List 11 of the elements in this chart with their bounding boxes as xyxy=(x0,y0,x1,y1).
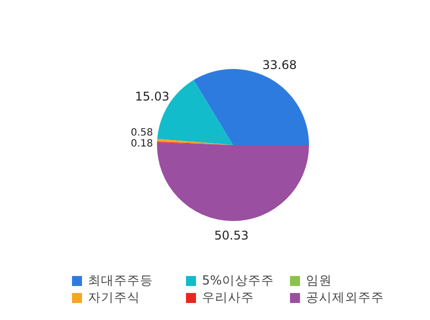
legend-label: 5%이상주주 xyxy=(202,272,274,288)
legend-label: 자기주식 xyxy=(88,289,140,304)
legend-label: 우리사주 xyxy=(202,289,254,304)
legend-label: 공시제외주주 xyxy=(306,289,384,304)
data-label: 15.03 xyxy=(134,89,170,104)
data-label: 50.53 xyxy=(214,228,249,242)
data-label: 33.68 xyxy=(262,58,297,72)
data-label: 0.18 xyxy=(130,138,153,150)
legend-label: 임원 xyxy=(306,272,332,288)
legend-label: 최대주주등 xyxy=(88,272,153,288)
data-label: 0.58 xyxy=(130,128,153,139)
